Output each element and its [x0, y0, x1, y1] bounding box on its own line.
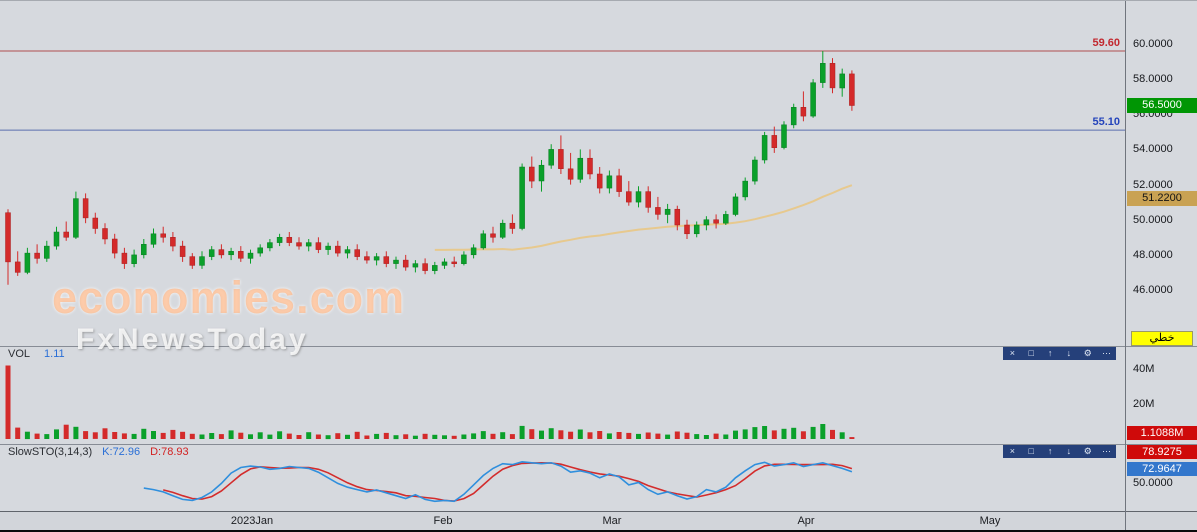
stoch-axis-label: 50.0000	[1133, 477, 1173, 489]
volume-axis-label: 20M	[1133, 398, 1155, 410]
price-chart-panel[interactable]: 59.60 55.10 economies.com FxNewsToday	[0, 1, 1125, 355]
price-axis-label: 46.0000	[1133, 284, 1173, 296]
volume-panel-header: VOL 1.11	[8, 348, 65, 360]
volume-value: 1.11	[44, 348, 65, 360]
support-label: 55.10	[1092, 116, 1120, 129]
time-axis-label: Apr	[797, 515, 815, 527]
price-axis-label: 54.0000	[1133, 143, 1173, 155]
stoch-d-badge: 78.9275	[1127, 445, 1197, 459]
stochastic-chart[interactable]	[0, 458, 1125, 510]
arrow-up-icon[interactable]: ↑	[1047, 446, 1053, 456]
volume-title: VOL	[8, 348, 31, 360]
linear-scale-button[interactable]: خطي	[1131, 331, 1193, 346]
more-icon[interactable]: ⋯	[1102, 348, 1112, 358]
stoch-d-label: D:78.93	[150, 446, 189, 458]
bottom-bar	[0, 530, 1197, 532]
maximize-icon[interactable]: □	[1028, 348, 1034, 358]
price-axis[interactable]: 60.0000 58.0000 56.0000 54.0000 52.0000 50.00…	[1125, 1, 1197, 530]
panel-separator	[0, 444, 1197, 445]
more-icon[interactable]: ⋯	[1102, 446, 1112, 456]
price-axis-label: 50.0000	[1133, 214, 1173, 226]
time-axis-label: Feb	[433, 515, 453, 527]
stoch-title: SlowSTO(3,14,3)	[8, 446, 93, 458]
settings-icon[interactable]: ⚙	[1083, 446, 1092, 456]
volume-axis-label: 40M	[1133, 363, 1155, 375]
arrow-up-icon[interactable]: ↑	[1047, 348, 1053, 358]
stoch-panel-header: SlowSTO(3,14,3) K:72.96 D:78.93	[8, 446, 189, 458]
ma-value-badge: 51.2200	[1127, 191, 1197, 206]
volume-chart[interactable]	[0, 361, 1125, 444]
price-axis-label: 58.0000	[1133, 73, 1173, 85]
close-icon[interactable]: ×	[1009, 446, 1016, 456]
settings-icon[interactable]: ⚙	[1083, 348, 1092, 358]
time-axis-label: May	[979, 515, 1001, 527]
maximize-icon[interactable]: □	[1028, 446, 1034, 456]
panel-separator	[0, 346, 1197, 347]
price-axis-label: 48.0000	[1133, 249, 1173, 261]
stoch-k-badge: 72.9647	[1127, 462, 1197, 476]
price-axis-label: 52.0000	[1133, 179, 1173, 191]
close-icon[interactable]: ×	[1009, 348, 1016, 358]
time-axis-label: Mar	[602, 515, 622, 527]
price-axis-label: 60.0000	[1133, 38, 1173, 50]
volume-panel-toolbar: × □ ↑ ↓ ⚙ ⋯	[1003, 347, 1116, 360]
arrow-down-icon[interactable]: ↓	[1066, 348, 1072, 358]
arrow-down-icon[interactable]: ↓	[1066, 446, 1072, 456]
stoch-panel-toolbar: × □ ↑ ↓ ⚙ ⋯	[1003, 445, 1116, 458]
candlestick-chart[interactable]	[0, 1, 1125, 346]
stoch-k-label: K:72.96	[102, 446, 141, 458]
current-price-badge: 56.5000	[1127, 98, 1197, 113]
volume-value-badge: 1.1088M	[1127, 426, 1197, 440]
time-axis-label: 2023Jan	[230, 515, 274, 527]
time-axis[interactable]: 2023Jan Feb Mar Apr May	[0, 511, 1197, 530]
resistance-label: 59.60	[1092, 37, 1120, 50]
